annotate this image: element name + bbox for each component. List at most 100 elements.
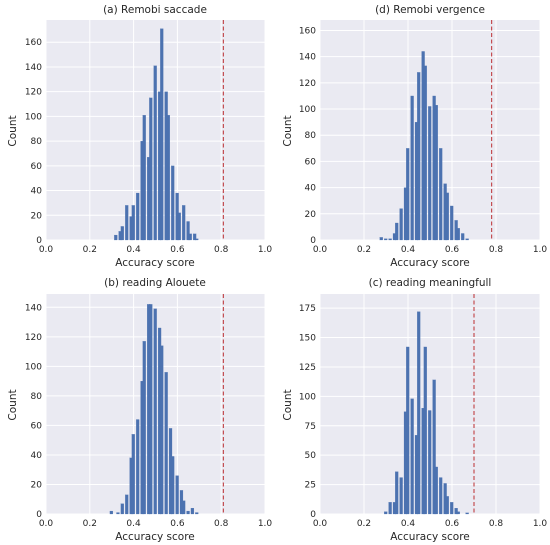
histogram-bar <box>428 106 432 241</box>
y-tick-label: 0 <box>36 236 42 246</box>
y-tick-label: 140 <box>299 53 316 63</box>
x-tick-label: 0.2 <box>83 245 97 255</box>
y-tick-label: 75 <box>305 422 316 432</box>
histogram-bar <box>182 500 186 515</box>
histogram-bar <box>186 510 190 515</box>
x-tick-label: 0.8 <box>214 519 229 529</box>
histogram-bar <box>175 475 179 515</box>
y-tick-label: 80 <box>31 137 43 147</box>
histogram-bar <box>439 477 443 515</box>
panel-title: (d) Remobi vergence <box>375 4 485 16</box>
y-axis-label: Count <box>7 389 19 420</box>
histogram-bar <box>384 238 388 241</box>
y-tick-label: 160 <box>25 38 42 48</box>
histogram-bar <box>120 503 124 515</box>
histogram-bar <box>120 226 124 241</box>
histogram-bar <box>160 28 164 241</box>
histogram-bar <box>439 148 443 241</box>
y-tick-label: 100 <box>25 362 42 372</box>
histogram-bar <box>195 512 199 515</box>
histogram-bar <box>177 212 181 241</box>
histogram-bar <box>116 512 120 515</box>
y-tick-label: 100 <box>299 392 316 402</box>
x-tick-label: 0.8 <box>214 245 229 255</box>
panel-reading-meaningfull: (c) reading meaningfull Accuracy score C… <box>282 277 547 543</box>
y-tick-label: 20 <box>31 480 43 490</box>
histogram-bar <box>450 205 454 241</box>
y-tick-label: 60 <box>31 162 43 172</box>
y-tick-label: 0 <box>36 510 42 520</box>
y-tick-label: 150 <box>299 334 316 344</box>
histogram-bar <box>384 511 388 515</box>
histogram-bars <box>379 51 469 241</box>
histogram-bar <box>171 456 175 515</box>
x-tick-label: 0.6 <box>445 245 460 255</box>
x-tick-label: 0.6 <box>170 519 185 529</box>
histogram-bar <box>454 508 458 515</box>
histogram-bar <box>164 372 168 515</box>
y-tick-label: 125 <box>299 363 316 373</box>
histogram-bar <box>109 510 113 515</box>
y-tick-label: 40 <box>31 187 43 197</box>
y-tick-label: 25 <box>305 481 316 491</box>
histogram-bar <box>465 238 469 241</box>
x-tick-label: 0.2 <box>83 519 97 529</box>
histogram-bar <box>125 205 129 241</box>
x-axis-label: Accuracy score <box>390 531 470 543</box>
histogram-bar <box>388 502 392 515</box>
x-axis-label: Accuracy score <box>390 257 470 269</box>
y-tick-label: 80 <box>31 392 43 402</box>
x-tick-label: 0.4 <box>401 519 416 529</box>
y-tick-label: 20 <box>305 210 317 220</box>
histogram-bar <box>190 507 195 515</box>
x-tick-label: 0.2 <box>357 245 371 255</box>
histogram-bar <box>153 65 157 241</box>
histogram-bar <box>136 192 140 241</box>
histogram-bar <box>434 466 438 515</box>
x-tick-label: 0.4 <box>126 519 141 529</box>
histogram-bar <box>149 304 153 515</box>
x-tick-label: 0.4 <box>126 245 141 255</box>
histogram-bar <box>410 398 414 515</box>
y-axis-label: Count <box>282 389 294 420</box>
histogram-bar <box>399 208 403 241</box>
x-tick-label: 0.0 <box>39 519 54 529</box>
histogram-bar <box>450 502 454 515</box>
histogram-bar <box>136 419 140 515</box>
x-tick-label: 0.6 <box>170 245 185 255</box>
histogram-bar <box>131 434 135 515</box>
y-tick-label: 80 <box>305 131 317 141</box>
y-tick-label: 140 <box>25 303 42 313</box>
histogram-bars <box>109 304 199 515</box>
plot-area <box>319 294 541 515</box>
panel-reading-alouete: (b) reading Alouete Accuracy score Count… <box>7 277 272 543</box>
x-tick-label: 0.4 <box>401 245 416 255</box>
histogram-bar <box>182 205 186 241</box>
y-tick-label: 60 <box>31 421 43 431</box>
x-tick-label: 1.0 <box>533 245 548 255</box>
histogram-bar <box>406 346 410 515</box>
y-tick-label: 40 <box>305 184 317 194</box>
histogram-bar <box>142 341 146 515</box>
x-axis-label: Accuracy score <box>115 531 195 543</box>
y-tick-label: 120 <box>299 79 316 89</box>
histogram-bar <box>388 238 392 241</box>
y-tick-label: 40 <box>31 451 43 461</box>
histogram-bar <box>399 477 403 515</box>
x-tick-label: 0.6 <box>445 519 460 529</box>
histogram-bar <box>465 512 469 515</box>
histogram-bar <box>423 346 427 515</box>
y-tick-label: 175 <box>299 304 316 314</box>
plot-area <box>319 20 541 241</box>
histogram-bar <box>114 234 118 241</box>
y-tick-label: 50 <box>305 451 317 461</box>
y-tick-label: 100 <box>25 112 42 122</box>
x-tick-label: 1.0 <box>533 519 548 529</box>
histogram-bar <box>395 471 399 515</box>
y-axis-label: Count <box>282 115 294 146</box>
plot-area <box>45 294 266 515</box>
histogram-bar <box>456 228 460 241</box>
x-tick-label: 0.2 <box>357 519 371 529</box>
histogram-bar <box>193 233 197 241</box>
